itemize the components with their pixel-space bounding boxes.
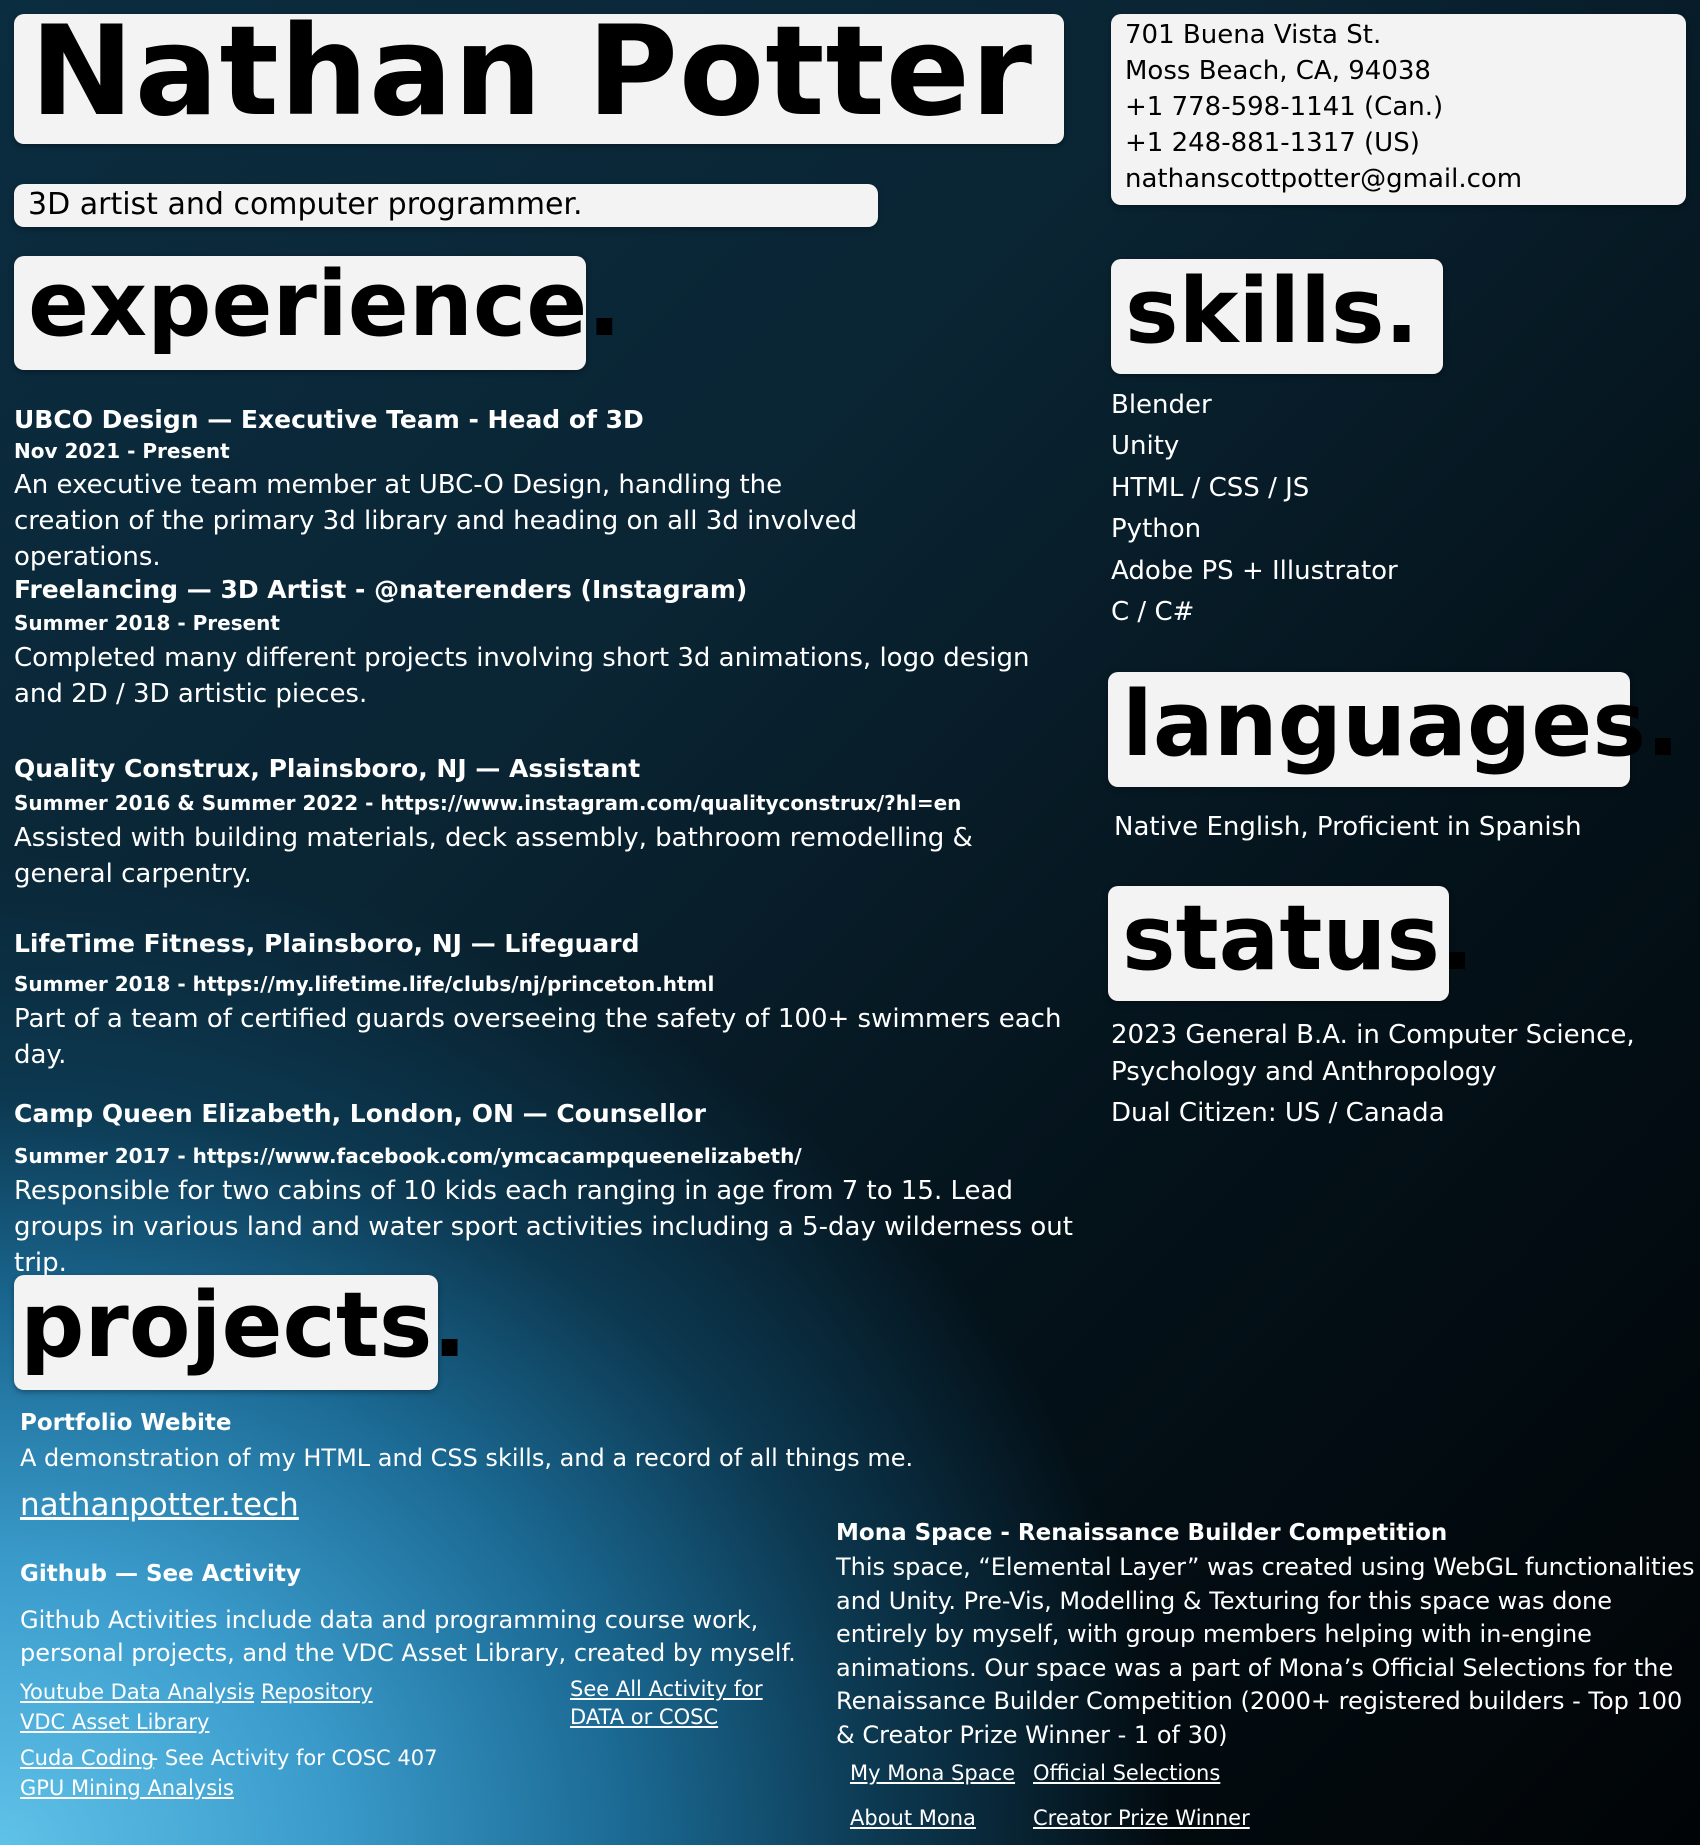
languages-heading-box: languages. (1108, 672, 1680, 787)
projects-heading: projects. (20, 1273, 467, 1378)
my-mona-space-link[interactable]: My Mona Space (850, 1761, 1016, 1785)
person-name: Nathan Potter (30, 0, 1034, 144)
data-or-cosc-link[interactable]: DATA or COSC (570, 1705, 719, 1729)
experience-description: An executive team member at UBC-O Design… (14, 470, 858, 572)
experience-date: Summer 2016 & Summer 2022 - https://www.… (14, 791, 962, 815)
experience-title: LifeTime Fitness, Plainsboro, NJ — Lifeg… (14, 929, 640, 958)
experience-title: UBCO Design — Executive Team - Head of 3… (14, 405, 644, 434)
languages-text: Native English, Proficient in Spanish (1114, 812, 1582, 842)
experience-date: Summer 2018 - Present (14, 611, 280, 635)
experience-description: Assisted with building materials, deck a… (14, 823, 973, 889)
skill-item: C / C# (1111, 597, 1195, 627)
portfolio-link[interactable]: nathanpotter.tech (20, 1487, 299, 1523)
vdc-asset-library-link[interactable]: VDC Asset Library (20, 1710, 210, 1734)
skill-item: Blender (1111, 390, 1212, 420)
cuda-coding-note: - See Activity for COSC 407 (144, 1746, 438, 1770)
youtube-data-analysis-link[interactable]: Youtube Data Analysis (20, 1680, 255, 1704)
experience-title: Quality Construx, Plainsboro, NJ — Assis… (14, 754, 641, 783)
cuda-coding-link[interactable]: Cuda Coding (20, 1746, 155, 1770)
experience-description: Completed many different projects involv… (14, 643, 1030, 709)
skill-item: Unity (1111, 431, 1180, 461)
see-all-activity-link[interactable]: See All Activity for (570, 1677, 763, 1701)
repository-link[interactable]: Repository (261, 1680, 373, 1704)
tagline: 3D artist and computer programmer. (28, 187, 583, 222)
experience-description: Responsible for two cabins of 10 kids ea… (14, 1176, 1073, 1278)
languages-heading: languages. (1122, 672, 1681, 777)
official-selections-link[interactable]: Official Selections (1033, 1761, 1221, 1785)
experience-date: Summer 2018 - https://my.lifetime.life/c… (14, 972, 715, 996)
experience-title: Freelancing — 3D Artist - @naterenders (… (14, 575, 748, 604)
phone-canada: +1 778-598-1141 (Can.) (1125, 92, 1444, 122)
about-mona-link[interactable]: About Mona (850, 1806, 976, 1830)
portfolio-description: A demonstration of my HTML and CSS skill… (20, 1444, 914, 1472)
skill-item: Python (1111, 514, 1202, 544)
skills-heading: skills. (1125, 259, 1419, 364)
contact-box: 701 Buena Vista St. Moss Beach, CA, 9403… (1111, 14, 1686, 205)
skill-item: HTML / CSS / JS (1111, 473, 1310, 503)
creator-prize-winner-link[interactable]: Creator Prize Winner (1033, 1806, 1250, 1830)
tagline-box: 3D artist and computer programmer. (14, 184, 878, 227)
status-degree-line-2: Psychology and Anthropology (1111, 1057, 1497, 1087)
portfolio-title: Portfolio Webite (20, 1410, 232, 1436)
link-separator: - (241, 1680, 262, 1704)
status-heading: status. (1122, 886, 1475, 991)
experience-heading: experience. (28, 252, 622, 357)
gpu-mining-analysis-link[interactable]: GPU Mining Analysis (20, 1776, 234, 1800)
status-degree-line-1: 2023 General B.A. in Computer Science, (1111, 1020, 1635, 1050)
status-citizenship: Dual Citizen: US / Canada (1111, 1098, 1445, 1128)
experience-date: Nov 2021 - Present (14, 439, 230, 463)
github-description: Github Activities include data and progr… (20, 1606, 796, 1667)
experience-heading-box: experience. (14, 252, 621, 370)
email: nathanscottpotter@gmail.com (1125, 164, 1523, 194)
mona-description: This space, “Elemental Layer” was create… (836, 1553, 1695, 1749)
status-heading-box: status. (1108, 886, 1474, 1001)
name-box: Nathan Potter (14, 0, 1064, 144)
mona-title: Mona Space - Renaissance Builder Competi… (836, 1520, 1448, 1546)
github-title: Github — See Activity (20, 1561, 301, 1587)
experience-description: Part of a team of certified guards overs… (14, 1004, 1062, 1070)
projects-heading-box: projects. (14, 1273, 467, 1390)
address-line-1: 701 Buena Vista St. (1125, 20, 1382, 50)
experience-title: Camp Queen Elizabeth, London, ON — Couns… (14, 1099, 706, 1128)
phone-us: +1 248-881-1317 (US) (1125, 128, 1420, 158)
address-line-2: Moss Beach, CA, 94038 (1125, 56, 1431, 86)
skill-item: Adobe PS + Illustrator (1111, 556, 1398, 586)
skills-heading-box: skills. (1111, 259, 1443, 374)
experience-date: Summer 2017 - https://www.facebook.com/y… (14, 1144, 802, 1168)
